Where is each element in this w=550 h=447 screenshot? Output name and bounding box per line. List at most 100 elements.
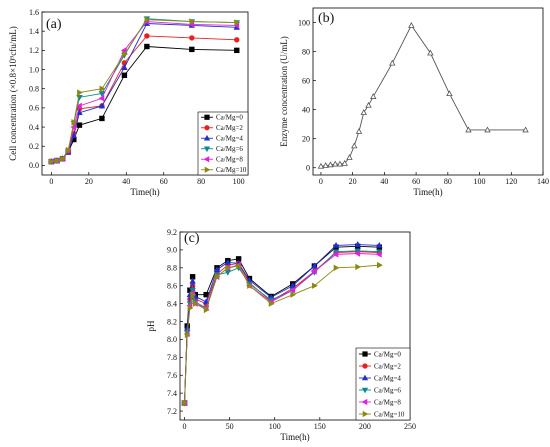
data-point bbox=[336, 160, 344, 167]
x-tick-label: 0 bbox=[319, 177, 323, 186]
series-ca-mg-4 bbox=[181, 241, 383, 406]
data-point bbox=[60, 155, 67, 162]
x-tick-label: 150 bbox=[314, 422, 326, 431]
data-point bbox=[522, 126, 529, 133]
x-tick-label: 60 bbox=[160, 177, 168, 186]
y-tick-label: 9.2 bbox=[167, 228, 177, 237]
series-ca-mg-0 bbox=[181, 243, 383, 406]
data-point bbox=[224, 269, 232, 276]
data-point bbox=[375, 251, 382, 258]
data-point bbox=[99, 115, 105, 122]
data-point bbox=[189, 18, 196, 25]
y-axis-label: Cell concentration (×0.8×10⁹cfu/mL) bbox=[8, 26, 18, 161]
x-tick-label: 100 bbox=[233, 177, 245, 186]
legend-box bbox=[355, 347, 411, 421]
legend-marker bbox=[203, 156, 210, 163]
data-point bbox=[77, 89, 83, 96]
legend-marker bbox=[361, 387, 369, 394]
x-tick-label: 80 bbox=[197, 177, 205, 186]
legend-marker bbox=[362, 410, 369, 418]
data-point bbox=[427, 49, 434, 56]
data-point bbox=[247, 282, 253, 289]
y-tick-label: 1.4 bbox=[29, 27, 39, 36]
legend-entry: Ca/Mg=6 bbox=[216, 145, 243, 153]
y-tick-label: 1.2 bbox=[29, 46, 39, 55]
data-point bbox=[98, 102, 106, 109]
data-point bbox=[317, 162, 325, 169]
series-ca-mg-10 bbox=[49, 16, 241, 165]
legend-marker bbox=[204, 166, 211, 173]
data-point bbox=[75, 102, 82, 110]
data-point bbox=[182, 399, 188, 407]
plot-frame bbox=[179, 231, 411, 421]
series-ca-mg-6 bbox=[181, 248, 383, 407]
series-line bbox=[184, 251, 380, 404]
data-point bbox=[354, 250, 361, 257]
y-tick-label: 7.6 bbox=[167, 371, 177, 380]
y-tick-label: 8.0 bbox=[167, 335, 177, 344]
data-point bbox=[332, 241, 340, 248]
data-point bbox=[234, 37, 240, 43]
plot-frame bbox=[41, 11, 249, 176]
series-line bbox=[184, 264, 380, 404]
data-point bbox=[189, 277, 196, 284]
data-point bbox=[54, 157, 61, 164]
data-point bbox=[76, 122, 83, 128]
legend-marker bbox=[362, 351, 368, 357]
y-tick-label: 0.6 bbox=[29, 104, 39, 113]
data-point bbox=[236, 262, 243, 270]
series-enzyme bbox=[317, 21, 529, 169]
y-axis-label: Enzyme concentration (U/mL) bbox=[279, 36, 289, 146]
data-point bbox=[355, 127, 363, 134]
data-point bbox=[98, 95, 105, 102]
panel-label: (b) bbox=[318, 11, 335, 26]
legend-marker bbox=[203, 146, 211, 153]
y-tick-label: 8.2 bbox=[167, 317, 177, 326]
data-point bbox=[65, 146, 72, 154]
legend-marker bbox=[361, 398, 368, 406]
series-line bbox=[184, 250, 380, 404]
x-tick-label: 40 bbox=[122, 177, 130, 186]
data-point bbox=[192, 300, 199, 307]
legend-entry: Ca/Mg=4 bbox=[374, 374, 401, 382]
y-tick-label: 7.8 bbox=[167, 353, 177, 362]
x-tick-label: 250 bbox=[404, 422, 416, 431]
legend-marker bbox=[362, 363, 368, 369]
data-point bbox=[187, 304, 194, 312]
y-tick-label: 100 bbox=[298, 18, 310, 27]
data-point bbox=[389, 59, 396, 66]
legend-entry: Ca/Mg=0 bbox=[374, 350, 401, 358]
data-point bbox=[376, 241, 383, 248]
data-point bbox=[446, 90, 453, 97]
x-tick-label: 40 bbox=[380, 177, 388, 186]
chart-panel-1: 0 20 40 60 80 100 0.0 0.2 0.4 0.6 0.8 1.0 1.2 1.4 1.6 T… bbox=[8, 8, 249, 197]
series-ca-mg-2 bbox=[181, 248, 383, 406]
data-point bbox=[311, 262, 318, 269]
data-point bbox=[355, 263, 362, 271]
legend: Ca/Mg=0 Ca/Mg=2 Ca/Mg=4 Ca/Mg=6 Ca/Mg=8 Ca/Mg… bbox=[197, 111, 249, 176]
data-point bbox=[144, 43, 150, 50]
chart-panel-3: 0 50 100 150 200 250 7.2 7.4 7.6 7.8 8.0 8.2 8.4 8.6 8… bbox=[146, 228, 416, 442]
y-tick-label: 7.2 bbox=[167, 407, 177, 416]
x-axis-label: Time(h) bbox=[130, 187, 159, 197]
data-point bbox=[120, 47, 127, 54]
y-tick-label: 1.6 bbox=[29, 8, 39, 17]
data-point bbox=[224, 258, 232, 265]
panel-label: (a) bbox=[46, 17, 62, 32]
x-tick-label: 200 bbox=[359, 422, 371, 431]
y-tick-label: 0 bbox=[306, 164, 310, 173]
x-tick-label: 20 bbox=[85, 177, 93, 186]
data-point bbox=[121, 72, 128, 78]
data-point bbox=[202, 298, 210, 305]
x-tick-label: 50 bbox=[226, 422, 234, 431]
y-tick-label: 80 bbox=[302, 47, 310, 56]
panel-label: (c) bbox=[184, 231, 200, 246]
chart-panel-2: 0 20 40 60 80 100 120 140 0 20 40 60 80 100 Time(h) Enz… bbox=[279, 7, 549, 197]
data-point bbox=[184, 331, 191, 339]
legend: Ca/Mg=0 Ca/Mg=2 Ca/Mg=4 Ca/Mg=6 Ca/Mg=8 Ca/Mg… bbox=[355, 347, 411, 421]
data-point bbox=[289, 286, 296, 294]
y-tick-label: 8.6 bbox=[167, 282, 177, 291]
data-point bbox=[354, 241, 361, 247]
data-point bbox=[408, 21, 415, 28]
data-point bbox=[76, 94, 83, 101]
